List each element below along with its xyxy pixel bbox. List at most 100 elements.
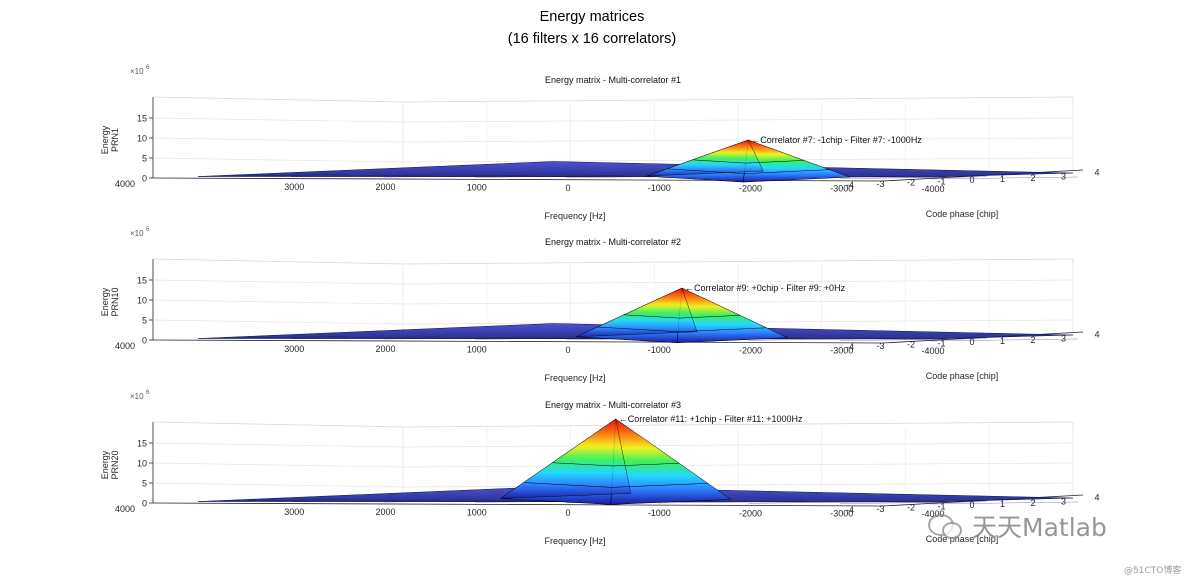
freq-tick-label: 3000 — [284, 182, 304, 192]
z-exponent: 6 — [146, 64, 150, 71]
x-axis-label: Frequency [Hz] — [544, 536, 605, 546]
freq-tick-label: -1000 — [648, 345, 671, 355]
surface-mesh-line — [292, 174, 440, 178]
peak-annotation: ←Correlator #9: +0chip - Filter #9: +0Hz — [685, 283, 846, 293]
freq-tick-label: -3000 — [830, 184, 853, 194]
code-tick-label: 0 — [969, 500, 974, 510]
y-axis-label: Code phase [chip] — [926, 371, 999, 381]
peak-face-right — [676, 287, 788, 344]
freq-tick-label: 1000 — [467, 507, 487, 517]
peak-face-back — [499, 418, 631, 499]
z-label-line1: Energy — [100, 287, 110, 316]
freq-tick-label: 4000 — [115, 504, 135, 514]
surface-mesh-line — [930, 338, 1079, 342]
code-tick-label: 4 — [1094, 329, 1099, 339]
freq-tick-label: -3000 — [830, 509, 853, 519]
peak-surface — [576, 287, 788, 344]
freq-tick-label: -1000 — [648, 508, 671, 518]
freq-tick-label: 0 — [565, 345, 570, 355]
box-top-left-edge — [152, 258, 404, 265]
peak-mesh-line — [667, 168, 830, 174]
z-tick-label: 15 — [137, 276, 147, 286]
z-gridline-left — [152, 442, 404, 448]
code-tick-label: 4 — [1094, 492, 1099, 502]
freq-tick-label: -4000 — [921, 184, 944, 194]
freq-tick-label: 2000 — [375, 507, 395, 517]
freq-axis-line — [152, 339, 884, 344]
box-top-back-edge — [402, 421, 1074, 428]
peak-annotation: ←Correlator #7: -1chip - Filter #7: -100… — [751, 135, 922, 145]
wechat-icon-small — [942, 522, 962, 539]
x-axis-label: Frequency [Hz] — [544, 211, 605, 221]
z-gridline-left — [152, 319, 404, 325]
surface-mesh-line — [292, 499, 440, 503]
surface-mesh-line — [383, 174, 531, 178]
peak-surface — [646, 139, 850, 183]
freq-tick-label: 0 — [565, 508, 570, 518]
z-gridline-left — [152, 157, 404, 163]
peak-face-back — [646, 139, 764, 177]
surface-mesh-line — [474, 175, 622, 178]
freq-tick-label: 1000 — [467, 344, 487, 354]
freq-tick-label: 2000 — [375, 344, 395, 354]
z-label-line1: Energy — [100, 125, 110, 154]
z-tick-label: 5 — [142, 479, 147, 489]
code-tick-label: 3 — [1061, 497, 1066, 507]
z-exponent: 6 — [146, 389, 150, 396]
code-tick-label: -4 — [846, 180, 854, 190]
surface-mesh-line — [748, 338, 896, 341]
peak-face-back — [576, 287, 698, 337]
code-tick-label: -2 — [907, 178, 915, 188]
code-tick-label: 1 — [1000, 174, 1005, 184]
freq-tick-label: -3000 — [830, 346, 853, 356]
surface-mesh-line — [383, 499, 531, 503]
z-gridline-left — [152, 299, 404, 305]
peak-mesh-line — [552, 462, 680, 467]
y-axis-label: Code phase [chip] — [926, 534, 999, 544]
freq-tick-label: 2000 — [375, 182, 395, 192]
figure-title-line1: Energy matrices — [540, 9, 645, 25]
surface-mesh-line — [200, 336, 349, 339]
code-tick-label: -1 — [937, 338, 945, 348]
figure-title-line2: (16 filters x 16 correlators) — [508, 31, 676, 47]
surface-panel-3: 0 5 10 15 ×10 6 Energy PRN20 4000 3000 2000 1000 0 -1… — [100, 389, 1100, 546]
code-tick-label: 1 — [1000, 499, 1005, 509]
z-axis-label: Energy PRN20 — [100, 450, 120, 479]
freq-tick-label: -4000 — [921, 509, 944, 519]
watermark-brand: 天天Matlab — [972, 513, 1107, 542]
code-tick-label: -1 — [937, 501, 945, 511]
freq-tick-label: 3000 — [284, 507, 304, 517]
z-axis-label: Energy PRN10 — [100, 287, 120, 316]
box-top-back-edge — [402, 96, 1074, 103]
z-tick-label: 0 — [142, 336, 147, 346]
surface-mesh-line — [200, 174, 349, 177]
z-tick-label: 10 — [137, 459, 147, 469]
peak-mesh-line — [692, 159, 805, 164]
surface-mesh-line — [748, 501, 896, 504]
z-exponent-label: ×10 — [130, 392, 144, 401]
z-exponent: 6 — [146, 226, 150, 233]
freq-tick-label: 3000 — [284, 344, 304, 354]
freq-tick-label: -2000 — [739, 345, 762, 355]
surface-mesh-line — [657, 500, 805, 504]
z-tick-label: 10 — [137, 296, 147, 306]
z-tick-label: 15 — [137, 439, 147, 449]
freq-tick-label: 4000 — [115, 179, 135, 189]
peak-mesh-line — [623, 314, 741, 319]
z-label-line2: PRN20 — [110, 450, 120, 479]
code-tick-label: 0 — [969, 175, 974, 185]
code-tick-label: -4 — [846, 342, 854, 352]
surface-mesh-line — [839, 176, 987, 179]
code-tick-label: -4 — [846, 505, 854, 515]
freq-tick-label: 1000 — [467, 182, 487, 192]
surface-mesh-line — [839, 338, 987, 341]
freq-tick-label: -4000 — [921, 346, 944, 356]
x-axis-label: Frequency [Hz] — [544, 373, 605, 383]
freq-tick-label: 0 — [565, 183, 570, 193]
y-axis-label: Code phase [chip] — [926, 209, 999, 219]
peak-face-right — [742, 139, 850, 183]
z-gridline-left — [152, 279, 404, 285]
